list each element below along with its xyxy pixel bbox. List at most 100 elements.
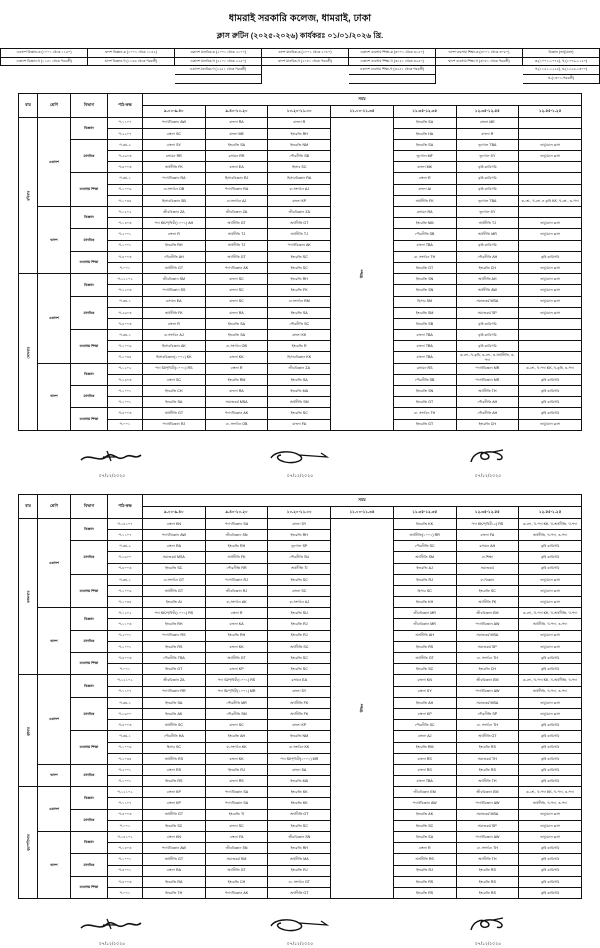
room-cell: প-১২০২ — [107, 362, 143, 375]
room-cell: প-১০০৬ — [107, 584, 143, 598]
period-cell: বাংলা TBA — [392, 329, 457, 342]
period-cell: ইংরেজি AH — [204, 730, 269, 743]
period-cell: কৃষি কারিগরি — [518, 775, 582, 788]
routine-row: সোমবার একাদশ বিজ্ঞান প-১২১০২ জীববিজ্ঞান SM বা… — [18, 273, 582, 431]
legend-cell: একাদশ মানবিক-গ (২২৫১ থেকে পরবর্তী) — [174, 65, 262, 75]
period-cell: বাংলা KK — [204, 640, 269, 654]
group-cell: বিজ্ঞান — [70, 205, 108, 230]
period-cell: ইংরেজি GT — [142, 663, 206, 676]
period-cell: পৌরনীতি MR — [204, 696, 269, 709]
period-cell: ইংরেজি AJ — [392, 562, 457, 575]
period-cell: কৃষি কারিগরি — [518, 842, 582, 855]
period-cell: কৃষি কারিগরি — [518, 562, 582, 575]
period-cell: অর্থনীতি TJ — [455, 217, 520, 230]
period-cell: ইংরেজি RH — [267, 528, 332, 542]
routine-row: দ্বাদশ বিজ্ঞান প-১২০২ পদা SI/পৃথিবী(১০০১) R… — [19, 362, 582, 431]
group-cell: বিজ্ঞান — [70, 517, 108, 542]
page-title: ধামরাই সরকারি কলেজ, ধামরাই, ঢাকা — [228, 13, 372, 23]
period-cell: পদার্থবিজ্ঞান AK — [267, 239, 332, 252]
period-cell: ইংরেজি RH — [142, 239, 206, 252]
group-cell: ব্যবসায় শিক্ষা — [70, 875, 108, 900]
group-cell: বিজ্ঞান — [70, 607, 108, 631]
class-cell: দ্বাদশ — [37, 763, 71, 788]
period-cell: বাংলা SA — [267, 763, 332, 777]
period-cell — [518, 340, 582, 353]
legend-row: একাদশ বিজ্ঞান-খ (১১৫১ থেকে পরবর্তী) দ্বাদ… — [0, 56, 600, 67]
period-cell: ইংরেজি RH — [204, 629, 269, 642]
routine-row: প-১০০৬ হিসাববিজ্ঞান AK ব্য.সংগঠন OB ইংরেজি … — [19, 340, 582, 353]
period-cell — [518, 205, 582, 219]
period-cell: ইংরেজি GT — [392, 396, 457, 409]
period-cell: ব্য. সংগঠন TH — [392, 407, 457, 420]
period-cell: অর্থনীতি AH — [455, 273, 520, 286]
period-cell: সমাজকর্ম MSA — [455, 629, 520, 642]
period-cell: জীববিজ্ঞান ZA — [267, 362, 332, 375]
period-cell: ইংরেজি RH — [267, 127, 332, 140]
period-cell — [518, 239, 582, 252]
period-cell: পদার্থবিজ্ঞান AW — [142, 116, 206, 129]
period-cell: ব্য.সংগঠন OB — [142, 183, 206, 196]
period-cell: সমাজকর্ম MSA — [455, 808, 520, 821]
period-cell: বাংলা AI — [392, 183, 457, 196]
period-cell: ভূগোল TBA — [455, 138, 520, 152]
period-cell: অর্থনীতি RS — [142, 752, 206, 765]
period-cell: পদার্থবিজ্ঞান AW — [392, 797, 457, 810]
legend-cell — [88, 74, 175, 83]
period-cell: ভার্চ্যুয়াল ক্লাস — [518, 217, 582, 230]
period-cell: পৌরনীতি AH — [142, 250, 206, 263]
period-cell: জীববিজ্ঞান EM — [392, 786, 457, 799]
period-cell: ইংরেজি KH — [392, 596, 457, 609]
room-cell: প-৪০০১ — [107, 864, 143, 877]
routine-row: প-১১০৭ পদার্থবিজ্ঞান AW জীববিজ্ঞান SN ইংরেজ… — [19, 528, 582, 542]
period-cell: পদার্থবিজ্ঞান RS — [142, 629, 206, 642]
period-cell: ইংরেজি SA — [267, 373, 332, 387]
routine-row: মানবিক প-১০০১ অর্থনীতি GT সমাজকর্ম SM অর্থনী… — [19, 853, 582, 877]
period-cell: ইংরেজি SC — [267, 261, 332, 275]
group-cell: মানবিক — [70, 763, 108, 788]
group-cell: ব্যবসায় শিক্ষা — [70, 407, 108, 431]
class-cell: একাদশ — [37, 273, 71, 364]
period-cell: বাংলা SY — [142, 138, 206, 152]
period-cell: হিসাববিজ্ঞান KK — [267, 351, 332, 364]
period-cell: বাংলা RS — [142, 763, 206, 777]
period-cell: পদার্থবিজ্ঞান AW — [455, 685, 520, 698]
period-cell: ইংরেজি KK — [392, 517, 457, 530]
period-cell: কৃষি কারিগরি — [518, 651, 582, 665]
period-cell: হিসাববিজ্ঞান AK — [142, 340, 206, 353]
time-header-7: ১২.৫৫-১.২৫ — [518, 505, 582, 519]
period-cell: ব্য.সংগঠন KK — [204, 741, 269, 754]
period-cell: ভার্চ্যুয়াল ক্লাস — [518, 273, 582, 286]
group-cell: মানবিক — [70, 808, 108, 833]
time-header-6: ১২.৩৫-১২.৫৫ — [455, 505, 520, 519]
period-cell: ইংরেজি R — [267, 340, 332, 353]
page-subtitle: ক্লাস রুটিন (২০২৫-২০২৬) কার্যকরঃ ০১/০১/২… — [216, 31, 384, 40]
period-cell: ইংরেজি RJ — [267, 618, 332, 631]
room-cell: প-১৪০৩ — [107, 842, 143, 855]
period-cell: ইংরেজি SC — [392, 663, 457, 676]
period-cell: বাংলা R — [455, 127, 520, 140]
signature-date: ০৭/১২/২০২৫ — [474, 941, 502, 947]
period-cell: পৌরনীতি SB — [392, 373, 457, 387]
period-cell: ব্য.সংগঠন RM — [267, 295, 332, 308]
period-cell: ইংরেজি SC — [267, 819, 332, 833]
period-cell: পদা KK/পৃথিবী(১০০১) AH — [142, 217, 206, 230]
legend-cell: একাদশ বিজ্ঞান-খ (১১৫১ থেকে পরবর্তী) — [0, 56, 88, 67]
period-cell: পৌরনীতি SC — [392, 719, 457, 732]
period-cell: অর্থনীতি GT — [142, 808, 206, 821]
routine-row: বৃহস্পতিবার একাদশ বিজ্ঞান প-১২১০২ বাংলা KP পদ… — [18, 786, 582, 899]
room-cell: প-০০১ — [107, 886, 143, 900]
period-cell: বাংলা R — [392, 842, 457, 855]
period-cell: কৃষি কারিগরি — [518, 373, 582, 387]
room-cell: প-২৬০৩ — [107, 150, 143, 163]
signature-date: ০৭/১২/২০২৫ — [98, 941, 126, 947]
col-time-group: সময় — [142, 92, 582, 106]
room-cell: প-১৪০৩ — [107, 217, 143, 230]
period-cell: ইংরেজি RS — [392, 875, 457, 888]
room-cell: প-১৪১০৭ — [107, 517, 143, 530]
period-cell: ভার্চ্যুয়াল ক্লাস — [518, 696, 582, 709]
period-cell: বাংলা FA — [204, 830, 269, 844]
period-cell: ব্য. সংগঠন TH — [455, 651, 520, 665]
routine-head-1: বার শ্রেণি বিভাগ পাঠ-কক্ষ সময় ৯.০০-৯.৪০… — [18, 92, 582, 118]
period-cell: অর্থনীতি GT — [204, 651, 269, 665]
routine-row: দ্বাদশ মানবিক প-২০০১ বাংলা RS ইংরেজি RJ বাংলা… — [19, 763, 582, 788]
